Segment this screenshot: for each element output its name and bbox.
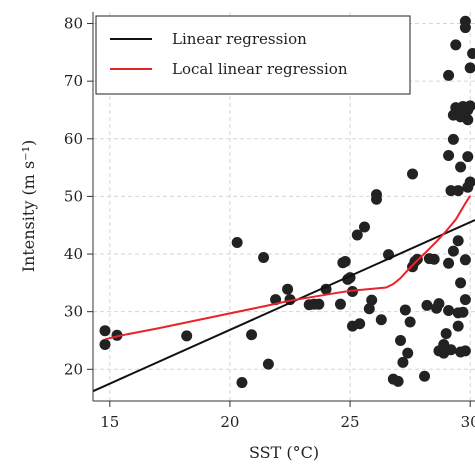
data-point xyxy=(236,377,248,389)
legend-label-linear-regression: Linear regression xyxy=(172,30,307,48)
data-point xyxy=(450,39,462,51)
data-point xyxy=(181,330,193,342)
data-point xyxy=(407,168,419,180)
data-point xyxy=(447,245,459,257)
data-point xyxy=(433,298,445,310)
data-point xyxy=(459,22,471,34)
data-point xyxy=(231,237,243,249)
data-point xyxy=(339,256,351,268)
data-point xyxy=(392,375,404,387)
data-point xyxy=(354,318,366,330)
x-tick-label: 15 xyxy=(100,413,119,431)
axis-ticks: 15 20 25 30 20 30 40 50 60 70 80 xyxy=(64,15,475,431)
data-point xyxy=(459,294,471,306)
x-axis-title: SST (°C) xyxy=(249,443,319,462)
data-point xyxy=(459,254,471,266)
data-point xyxy=(428,253,440,265)
linear-regression-line xyxy=(92,219,475,393)
data-point xyxy=(467,47,475,59)
legend-label-local-linear-regression: Local linear regression xyxy=(172,60,348,78)
data-point xyxy=(443,257,455,269)
data-point xyxy=(443,69,455,81)
data-point xyxy=(455,277,467,289)
data-point xyxy=(258,252,270,264)
data-point xyxy=(445,344,457,356)
data-point xyxy=(421,299,433,311)
x-tick-label: 20 xyxy=(220,413,239,431)
data-point xyxy=(366,294,378,306)
data-point xyxy=(402,347,414,359)
data-point xyxy=(464,100,475,112)
data-point xyxy=(375,314,387,326)
data-point xyxy=(370,189,382,201)
y-tick-label: 80 xyxy=(64,15,83,33)
y-tick-label: 50 xyxy=(64,187,83,205)
data-point xyxy=(351,229,363,241)
data-point xyxy=(399,304,411,316)
regression-lines xyxy=(92,195,475,393)
data-point xyxy=(462,114,474,126)
data-point xyxy=(246,329,258,341)
data-point xyxy=(419,370,431,382)
data-point xyxy=(455,161,467,173)
data-point xyxy=(363,303,375,315)
legend-box xyxy=(95,15,411,95)
y-tick-label: 30 xyxy=(64,303,83,321)
data-point xyxy=(262,358,274,370)
y-axis-title: Intensity (m s⁻¹) xyxy=(19,140,38,273)
y-tick-label: 20 xyxy=(64,360,83,378)
data-point xyxy=(334,298,346,310)
data-point xyxy=(443,305,455,317)
data-point xyxy=(358,221,370,233)
x-tick-label: 25 xyxy=(341,413,360,431)
data-point xyxy=(440,328,452,340)
data-point xyxy=(404,316,416,328)
y-tick-label: 60 xyxy=(64,130,83,148)
x-tick-label: 30 xyxy=(461,413,475,431)
data-point xyxy=(99,339,111,351)
data-point xyxy=(464,176,475,188)
y-tick-label: 40 xyxy=(64,245,83,263)
data-point xyxy=(99,325,111,337)
data-point xyxy=(282,283,294,295)
data-point xyxy=(443,149,455,161)
local-linear-regression-line xyxy=(104,195,472,341)
data-point xyxy=(459,345,471,357)
data-point xyxy=(462,151,474,163)
data-point xyxy=(464,62,475,74)
y-tick-label: 70 xyxy=(64,72,83,90)
legend: Linear regression Local linear regressio… xyxy=(95,15,411,95)
data-point xyxy=(457,306,469,318)
data-point xyxy=(313,298,325,310)
data-point xyxy=(452,235,464,247)
data-point xyxy=(397,356,409,368)
data-point xyxy=(395,334,407,346)
data-point xyxy=(447,133,459,145)
data-point xyxy=(452,185,464,197)
data-point xyxy=(452,320,464,332)
